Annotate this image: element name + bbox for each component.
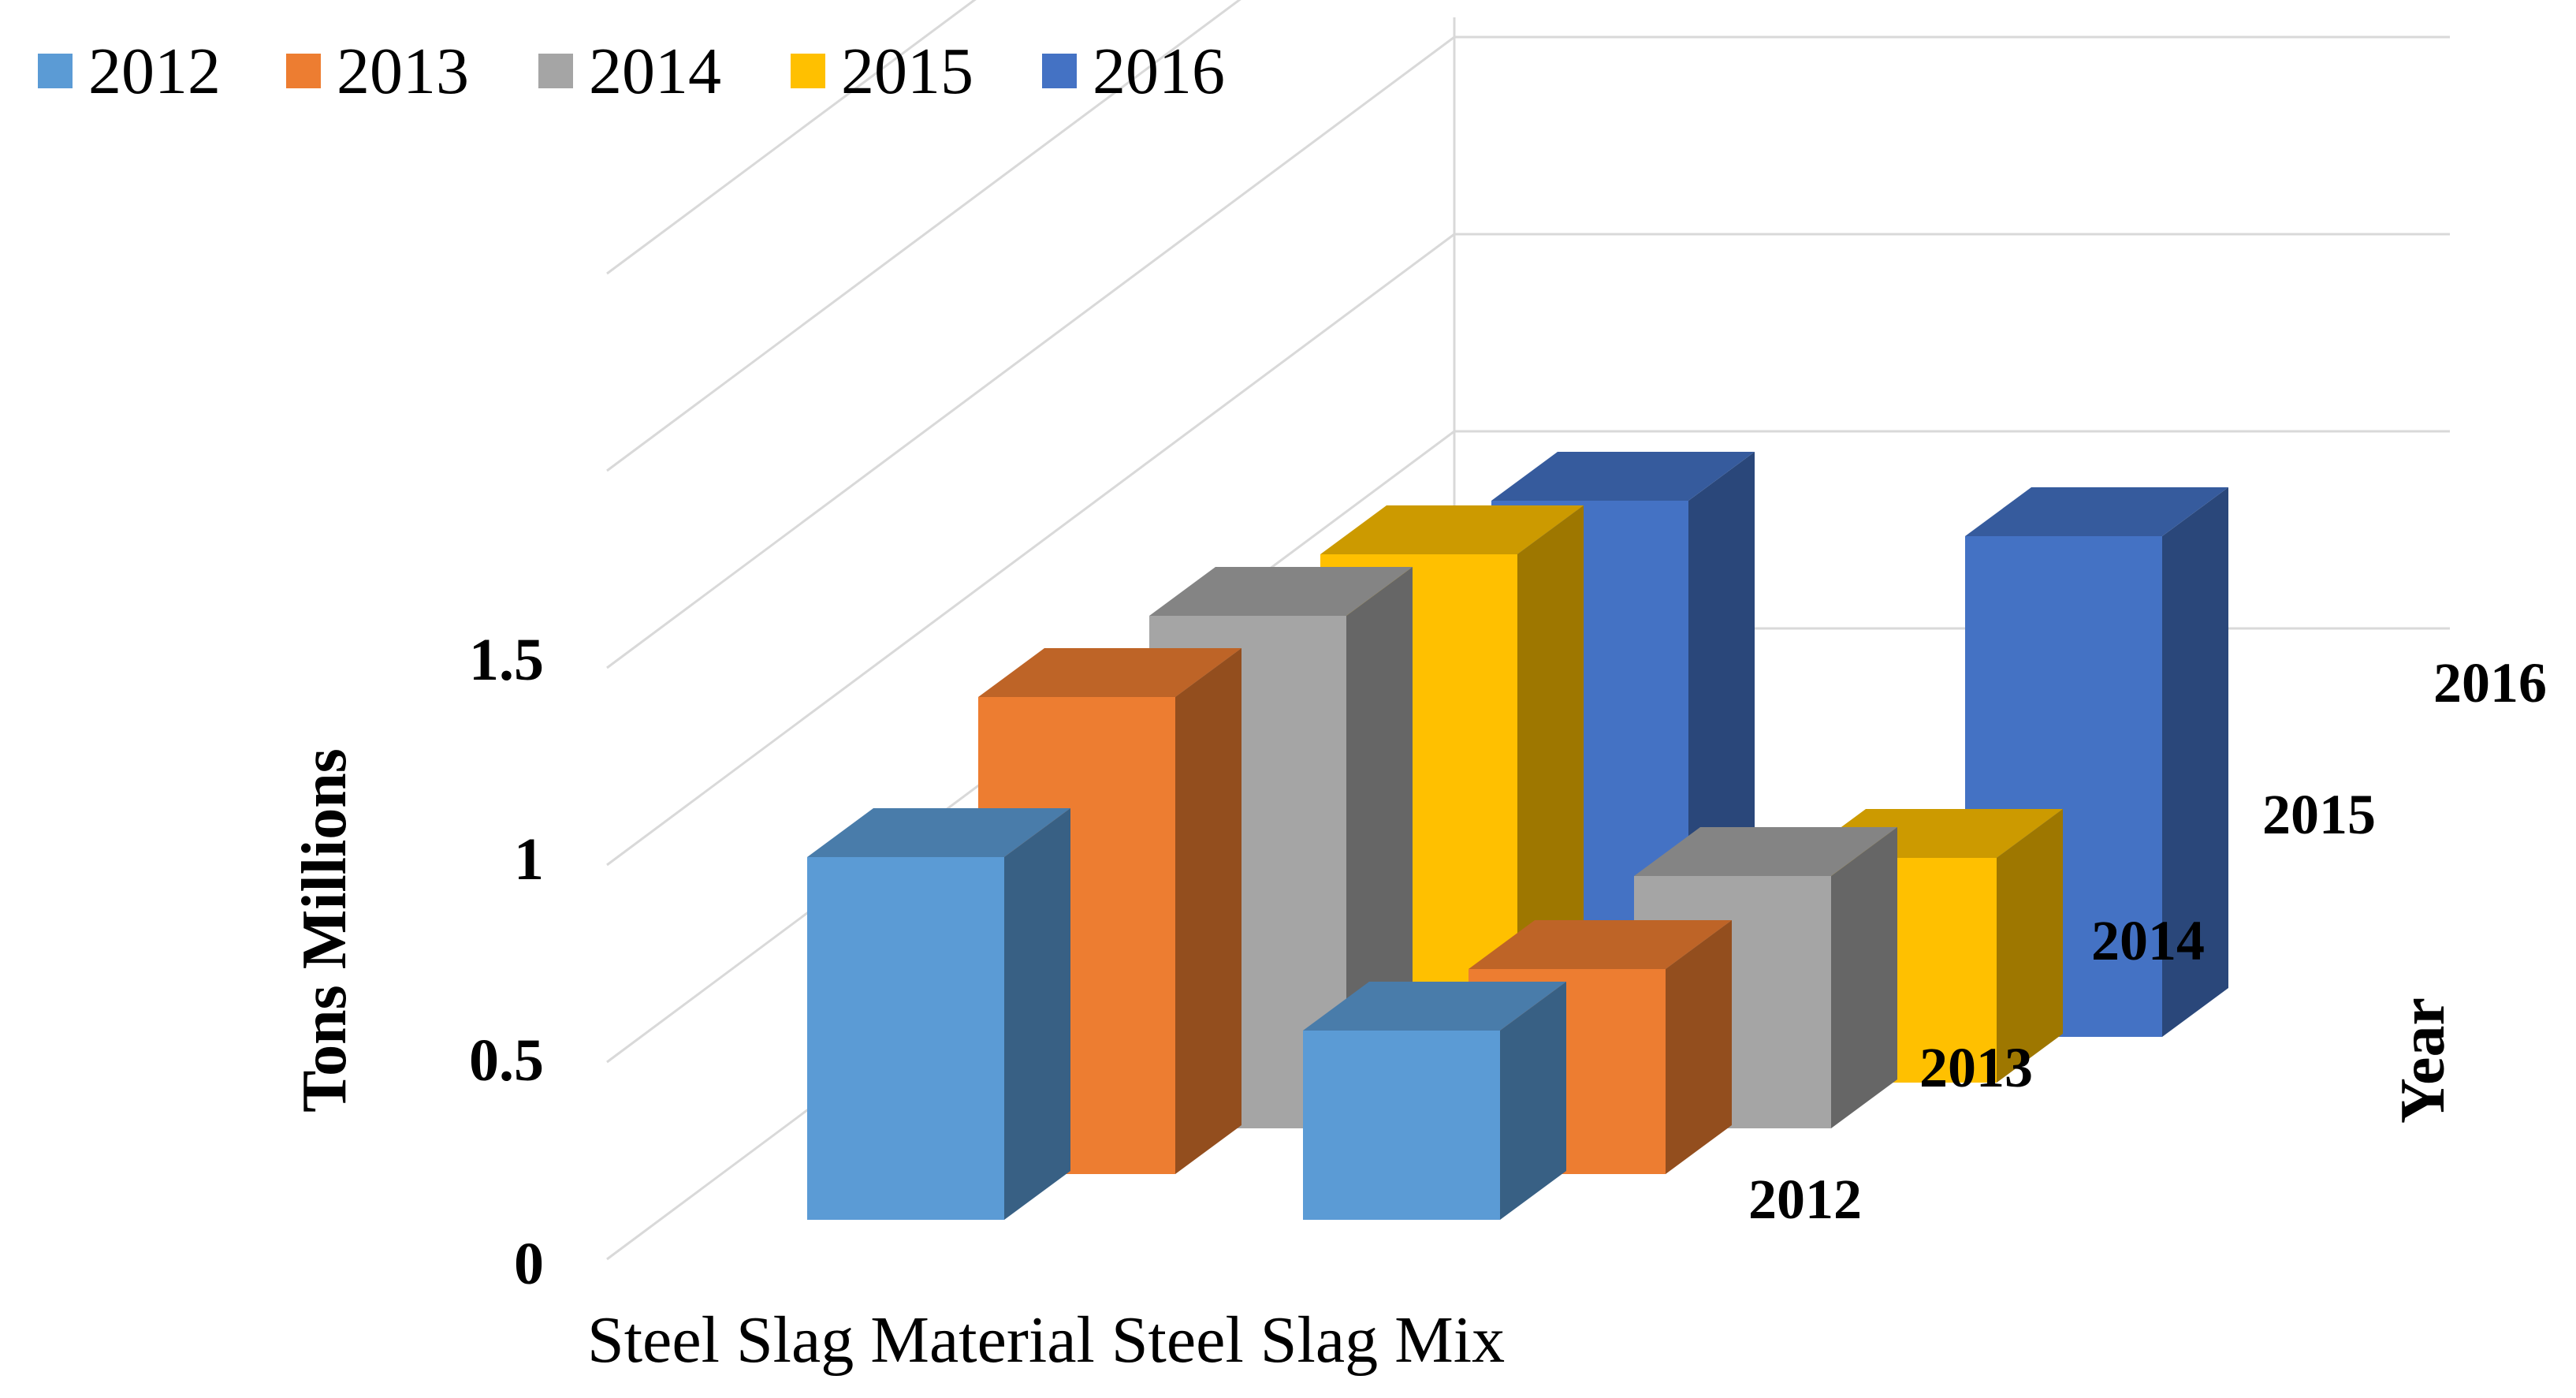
category-axis-label: Steel Slag Material Steel Slag Mix [587, 1303, 1505, 1377]
bar-side-face [1500, 982, 1566, 1220]
legend-label-2015: 2015 [841, 35, 973, 108]
y-tick-label: 0.5 [469, 1027, 544, 1094]
bar-side-face [1997, 809, 2063, 1083]
legend-swatch-2015 [791, 54, 825, 88]
year-axis-label-2012: 2012 [1748, 1168, 1862, 1231]
gridline [606, 0, 977, 275]
bar-side-face [1175, 648, 1241, 1174]
year-axis-label-2014: 2014 [2091, 909, 2205, 972]
bar-side-face [1831, 827, 1897, 1128]
bar-front-face [1303, 1031, 1500, 1220]
bar-top-face [1469, 920, 1732, 969]
legend-label-2016: 2016 [1093, 35, 1225, 108]
bar-side-face [1666, 920, 1732, 1174]
legend-swatch-2012 [38, 54, 73, 88]
bar-top-face [807, 808, 1070, 857]
bar-top-face [1491, 452, 1755, 501]
year-axis-label-2013: 2013 [1919, 1036, 2033, 1099]
year-axis-title: Year [2388, 997, 2458, 1124]
bar-2012-steel-slag-material [807, 808, 1070, 1220]
legend-label-2014: 2014 [589, 35, 721, 108]
legend-swatch-2014 [538, 54, 573, 88]
bar-top-face [1149, 567, 1413, 616]
y-tick-label: 0 [514, 1231, 544, 1297]
y-tick-label: 1 [514, 826, 544, 893]
bar-side-face [1004, 808, 1070, 1220]
legend-swatch-2013 [286, 54, 321, 88]
bar-top-face [1303, 982, 1566, 1031]
legend-swatch-2016 [1042, 54, 1077, 88]
legend: 2012 2013 2014 2015 2016 [38, 35, 1225, 108]
bar-top-face [1634, 827, 1897, 876]
year-axis-label-2016: 2016 [2433, 651, 2547, 714]
bar-2012-steel-slag-mix [1303, 982, 1566, 1220]
year-axis-labels: 2012 2013 2014 2015 2016 [1748, 651, 2547, 1231]
y-axis-ticks: 0 0.5 1 1.5 [469, 627, 544, 1297]
y-axis-title: Tons Millions [290, 748, 359, 1113]
bar-top-face [978, 648, 1241, 697]
legend-label-2012: 2012 [88, 35, 221, 108]
gridline [606, 0, 1241, 472]
bar-side-face [2162, 487, 2228, 1037]
bar-top-face [1965, 487, 2228, 536]
legend-label-2013: 2013 [337, 35, 469, 108]
year-axis-label-2015: 2015 [2262, 783, 2376, 846]
bars [807, 452, 2228, 1220]
bar-front-face [807, 857, 1004, 1220]
y-tick-label: 1.5 [469, 627, 544, 693]
bar-top-face [1320, 505, 1584, 554]
